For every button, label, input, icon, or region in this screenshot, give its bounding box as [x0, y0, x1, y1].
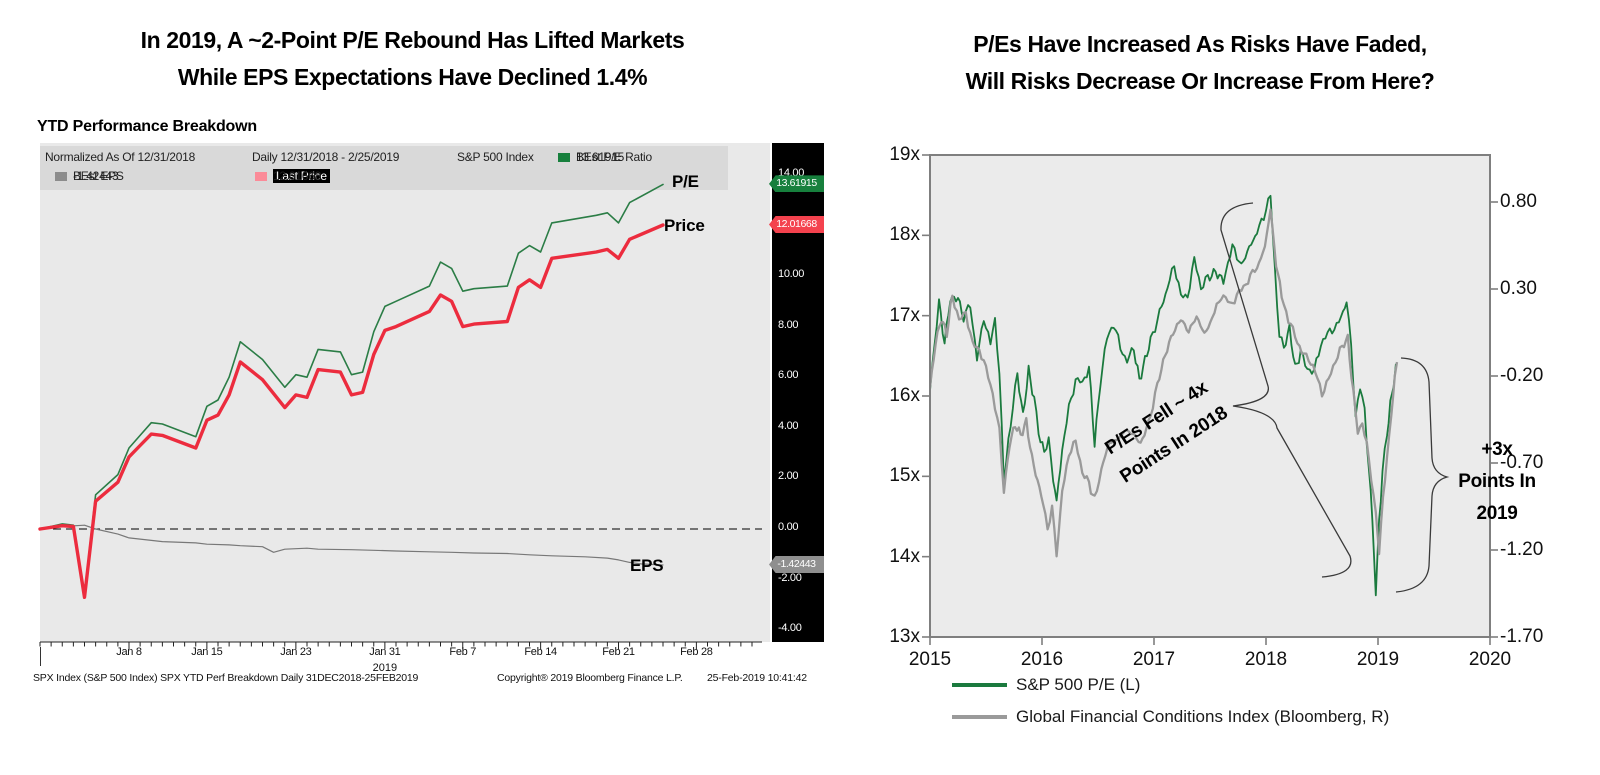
footer-description: SPX Index (S&P 500 Index) SPX YTD Perf B…: [33, 672, 419, 684]
bloomberg-axis-ticks: [39, 641, 762, 649]
right-axis-0-30: 0.30: [1500, 278, 1537, 299]
right-chart-legend: S&P 500 P/E (L) Global Financial Conditi…: [952, 669, 1389, 733]
best-p-e-ratio-badge: 13.61915: [769, 175, 824, 193]
annotation-2019: +3x Points In 2019: [1458, 439, 1536, 524]
right-axis-0-20: -0.20: [1500, 365, 1544, 386]
left-axis-15x: 15x: [889, 465, 920, 487]
x-axis-2017: 2017: [1132, 649, 1176, 670]
right-axis-0-70: -0.70: [1500, 452, 1544, 473]
left-title-line1: In 2019, A ~2-Point P/E Rebound Has Lift…: [140, 27, 685, 53]
x-tick-feb-21: Feb 21: [602, 646, 635, 658]
left-panel-title: In 2019, A ~2-Point P/E Rebound Has Lift…: [30, 22, 795, 96]
last-price-line: [38, 223, 665, 599]
legend-normalized: Normalized As Of 12/31/2018: [45, 150, 196, 164]
x-tick-jan-8: Jan 8: [116, 646, 142, 658]
legend-index-name: S&P 500 Index: [457, 150, 534, 164]
bloomberg-x-axis: Jan 8 Jan 15 Jan 23 Jan 31 Feb 7 Feb 14 Feb 21…: [40, 646, 770, 676]
eps-swatch-icon: [55, 169, 67, 183]
best-p-e-ratio-line: [39, 183, 664, 595]
right-axis-0-80: 0.80: [1500, 191, 1537, 212]
x-axis-year: 2019: [372, 662, 398, 674]
y-tick-2.00: 2.00: [778, 470, 799, 483]
price-swatch-icon: [255, 169, 267, 183]
left-axis-18x: 18x: [889, 224, 920, 246]
y-tick--2.00: -2.00: [778, 571, 802, 584]
x-tick-feb-14: Feb 14: [524, 646, 557, 658]
right-axis-ticks: [922, 154, 1498, 645]
right-chart-canvas: [922, 154, 1498, 645]
gfci-line-icon: [952, 715, 1007, 719]
legend-sp500-pe: S&P 500 P/E (L): [952, 669, 1389, 701]
y-tick-0.00: 0.00: [778, 521, 799, 533]
last-price-chip: Last Price: [273, 169, 330, 183]
left-title-line2: While EPS Expectations Have Declined 1.4…: [177, 64, 648, 90]
footer-timestamp: 25-Feb-2019 10:41:42: [707, 672, 807, 684]
bloomberg-series-canvas: [38, 183, 762, 649]
right-title-line1: P/Es Have Increased As Risks Have Faded,: [973, 31, 1427, 57]
left-axis-14x: 14x: [889, 545, 920, 567]
x-axis-2020: 2020: [1468, 649, 1512, 670]
x-tick-jan-31: Jan 31: [369, 646, 401, 658]
x-axis-2019: 2019: [1356, 649, 1400, 670]
right-title-line2: Will Risks Decrease Or Increase From Her…: [965, 68, 1435, 94]
price-series-label: Price: [664, 216, 705, 235]
bloomberg-legend: Normalized As Of 12/31/2018 Daily 12/31/…: [40, 146, 728, 190]
y-tick-6.00: 6.00: [778, 369, 799, 382]
best-eps-badge: -1.42443: [769, 556, 824, 574]
legend-period: Daily 12/31/2018 - 2/25/2019: [252, 150, 400, 164]
last-price-badge: 12.01668: [769, 215, 824, 233]
brace-2019-rebound: [1395, 357, 1450, 593]
footer-copyright: Copyright® 2019 Bloomberg Finance L.P.: [497, 672, 683, 684]
bloomberg-plot-area: Normalized As Of 12/31/2018 Daily 12/31/…: [38, 143, 770, 649]
pe-series-label: P/E: [672, 172, 699, 191]
axis-origin-mark: [40, 647, 42, 666]
x-axis-2015: 2015: [908, 649, 952, 670]
right-plot-area: [929, 154, 1491, 638]
left-axis-17x: 17x: [889, 304, 920, 326]
bloomberg-chart-title: YTD Performance Breakdown: [37, 118, 257, 135]
right-panel-title: P/Es Have Increased As Risks Have Faded,…: [850, 26, 1550, 100]
bloomberg-axis-panel: 14.00 10.00 8.00 6.00 4.00 2.00 0.00 -2.00 -4.00…: [769, 143, 824, 642]
left-axis-13x: 13x: [889, 625, 920, 647]
y-tick--4.00: -4.00: [778, 622, 802, 635]
legend-gfci: Global Financial Conditions Index (Bloom…: [952, 701, 1389, 733]
y-tick-4.00: 4.00: [778, 419, 799, 432]
pe-swatch-icon: [558, 150, 570, 164]
right-axis-1-20: -1.20: [1500, 539, 1544, 560]
x-tick-feb-7: Feb 7: [449, 646, 477, 658]
x-tick-jan-23: Jan 23: [280, 646, 312, 658]
x-tick-feb-28: Feb 28: [680, 646, 713, 658]
y-tick-10.00: 10.00: [778, 268, 805, 280]
left-axis-19x: 19x: [889, 144, 920, 165]
y-tick-8.00: 8.00: [778, 318, 799, 331]
sp500-pe-line-icon: [952, 683, 1007, 687]
x-tick-jan-15: Jan 15: [191, 646, 223, 658]
x-axis-2016: 2016: [1020, 649, 1064, 670]
right-axis-1-70: -1.70: [1500, 626, 1544, 647]
global-financial-conditions-index-bloomberg-r-line: [931, 208, 1399, 558]
eps-series-label: EPS: [630, 556, 664, 575]
x-axis-2018: 2018: [1244, 649, 1288, 670]
brace-2018-decline: [1220, 202, 1352, 578]
s-p-500-p-e-l-line: [931, 194, 1397, 597]
left-axis-16x: 16x: [889, 384, 920, 406]
best-eps-line: [39, 524, 664, 566]
